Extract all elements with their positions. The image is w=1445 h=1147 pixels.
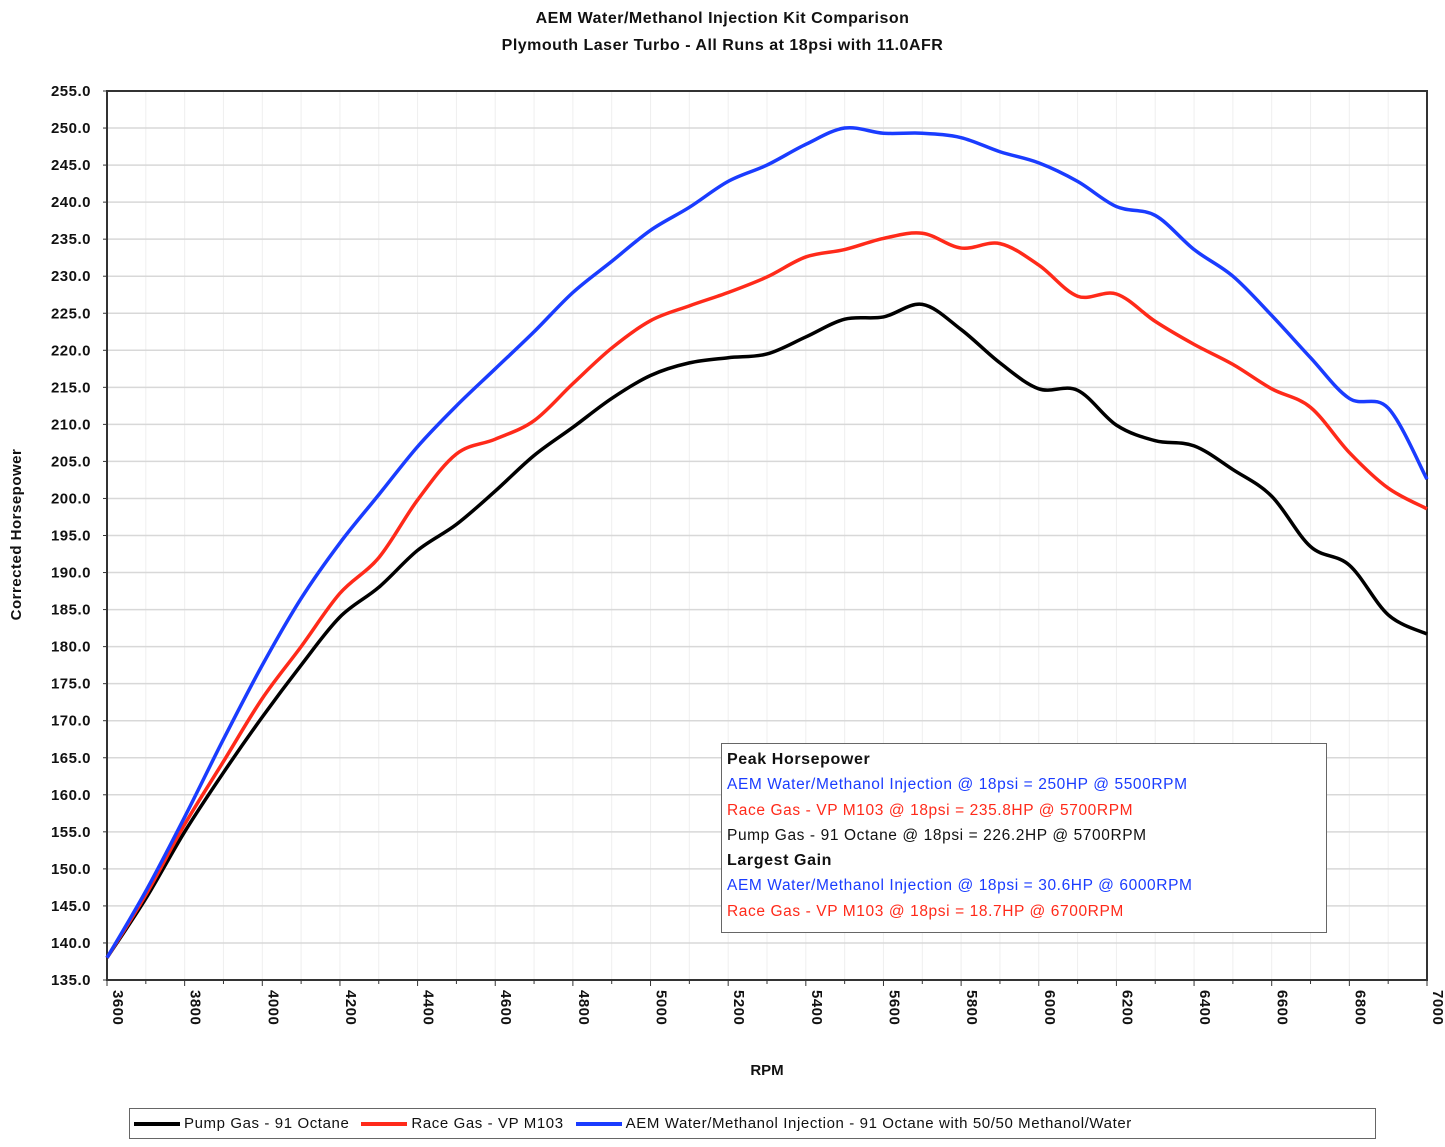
y-tick-label: 250.0	[51, 120, 91, 137]
y-tick-label: 230.0	[51, 268, 91, 285]
legend-item-pump: Pump Gas - 91 Octane	[134, 1115, 349, 1132]
y-tick-label: 225.0	[51, 305, 91, 322]
y-tick-label: 235.0	[51, 231, 91, 248]
gain-heading: Largest Gain	[727, 852, 833, 870]
peak-line-pump: Pump Gas - 91 Octane @ 18psi = 226.2HP @…	[727, 826, 1147, 844]
y-tick-label: 135.0	[51, 972, 91, 989]
gain-line-aem: AEM Water/Methanol Injection @ 18psi = 3…	[727, 877, 1193, 895]
peak-annotation-box: Peak Horsepower AEM Water/Methanol Injec…	[721, 743, 1327, 933]
x-tick-label: 5400	[808, 990, 825, 1025]
legend-swatch-aem	[575, 1121, 622, 1126]
x-tick-label: 3800	[187, 990, 204, 1025]
legend-item-race: Race Gas - VP M103	[361, 1115, 563, 1132]
chart-legend: Pump Gas - 91 Octane Race Gas - VP M103 …	[129, 1108, 1376, 1139]
peak-heading: Peak Horsepower	[727, 751, 871, 768]
y-tick-label: 185.0	[51, 602, 91, 619]
legend-label-race: Race Gas - VP M103	[411, 1115, 564, 1132]
y-tick-label: 145.0	[51, 898, 91, 915]
series-line-race-gas	[105, 231, 1428, 959]
y-tick-label: 150.0	[51, 861, 91, 878]
peak-line-race: Race Gas - VP M103 @ 18psi = 235.8HP @ 5…	[727, 801, 1134, 819]
y-tick-label: 195.0	[51, 528, 91, 545]
y-tick-label: 215.0	[51, 379, 91, 396]
y-tick-label: 155.0	[51, 824, 91, 841]
x-tick-label: 6400	[1196, 990, 1213, 1025]
y-tick-label: 240.0	[51, 194, 91, 211]
y-tick-label: 180.0	[51, 639, 91, 656]
x-tick-label: 6600	[1274, 990, 1291, 1025]
legend-label-pump: Pump Gas - 91 Octane	[184, 1115, 350, 1132]
y-tick-label: 175.0	[51, 676, 91, 693]
y-tick-label: 170.0	[51, 713, 91, 730]
y-tick-label: 140.0	[51, 935, 91, 952]
x-tick-label: 5200	[730, 990, 747, 1025]
x-tick-label: 5800	[963, 990, 980, 1025]
y-tick-label: 210.0	[51, 416, 91, 433]
y-tick-label: 190.0	[51, 565, 91, 582]
y-tick-label: 165.0	[51, 750, 91, 767]
y-axis-label: Corrected Horsepower	[8, 449, 25, 621]
x-tick-label: 4400	[420, 990, 437, 1025]
y-tick-label: 205.0	[51, 453, 91, 470]
x-tick-label: 4000	[264, 990, 281, 1025]
y-tick-label: 200.0	[51, 490, 91, 507]
x-tick-label: 5600	[885, 990, 902, 1025]
chart-subtitle: Plymouth Laser Turbo - All Runs at 18psi…	[501, 37, 944, 54]
y-tick-label: 255.0	[51, 83, 91, 100]
chart-title: AEM Water/Methanol Injection Kit Compari…	[535, 10, 910, 27]
x-tick-label: 4200	[342, 990, 359, 1025]
legend-swatch-pump	[134, 1121, 180, 1126]
plot-frame	[106, 90, 1428, 981]
legend-swatch-race	[361, 1121, 408, 1126]
x-tick-label: 3600	[109, 990, 126, 1025]
x-axis-label: RPM	[750, 1062, 783, 1079]
x-tick-label: 6200	[1118, 990, 1135, 1025]
y-tick-label: 220.0	[51, 342, 91, 359]
x-tick-label: 5000	[653, 990, 670, 1025]
y-tick-label: 160.0	[51, 787, 91, 804]
x-tick-label: 6000	[1041, 990, 1058, 1025]
series-line-pump-gas	[105, 302, 1428, 959]
x-tick-label: 7000	[1429, 990, 1445, 1025]
x-tick-label: 6800	[1351, 990, 1368, 1025]
x-tick-label: 4600	[497, 990, 514, 1025]
peak-line-aem: AEM Water/Methanol Injection @ 18psi = 2…	[727, 776, 1188, 794]
x-tick-label: 4800	[575, 990, 592, 1025]
gain-line-race: Race Gas - VP M103 @ 18psi = 18.7HP @ 67…	[727, 902, 1124, 920]
legend-item-aem: AEM Water/Methanol Injection - 91 Octane…	[575, 1115, 1132, 1132]
legend-label-aem: AEM Water/Methanol Injection - 91 Octane…	[625, 1115, 1132, 1132]
y-tick-label: 245.0	[51, 157, 91, 174]
